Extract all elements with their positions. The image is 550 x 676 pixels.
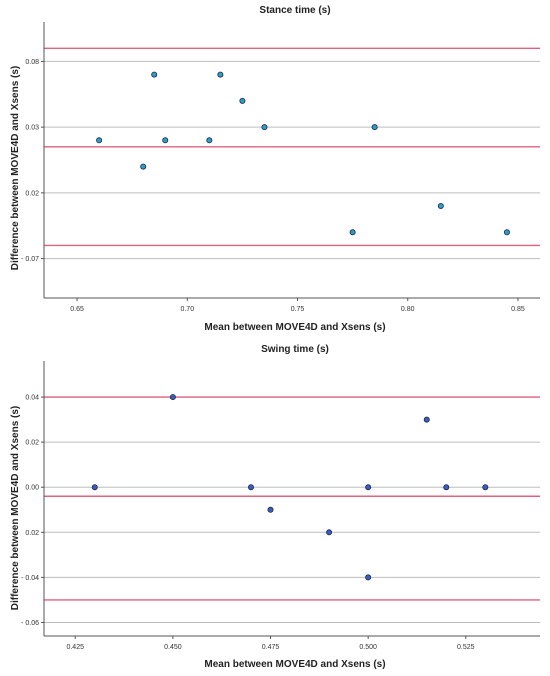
- plot-area: - 0.06 - 0.04 0.02 0.00 0.02 0.04 0.425 0.450 0.…: [21, 361, 540, 651]
- y-tick-label: 0.02: [25, 440, 39, 447]
- data-point: [96, 137, 103, 144]
- data-point: [91, 484, 98, 491]
- x-axis-label: Mean between MOVE4D and Xsens (s): [204, 322, 385, 333]
- y-tick-label: 0.02: [25, 530, 39, 537]
- x-tick-label: 0.65: [70, 306, 84, 313]
- stance-time-chart: Stance time (s) Difference between MOVE4…: [10, 5, 540, 333]
- data-point: [443, 484, 450, 491]
- x-tick-label: 0.80: [401, 306, 415, 313]
- x-tick-label: 0.450: [164, 644, 182, 651]
- data-point: [365, 574, 372, 581]
- data-point: [503, 229, 510, 236]
- data-point: [437, 202, 444, 209]
- data-point: [326, 529, 333, 536]
- y-tick-label: 0.03: [25, 125, 39, 132]
- data-point: [371, 124, 378, 131]
- swing-time-chart: Swing time (s) Difference between MOVE4D…: [10, 344, 540, 670]
- data-point: [482, 484, 489, 491]
- chart-title: Stance time (s): [259, 5, 330, 16]
- x-tick-label: 0.70: [180, 306, 194, 313]
- data-point: [349, 229, 356, 236]
- x-tick-label: 0.525: [457, 644, 475, 651]
- chart-title: Swing time (s): [261, 344, 329, 355]
- y-axis-label: Difference between MOVE4D and Xsens (s): [10, 66, 21, 271]
- x-axis-label: Mean between MOVE4D and Xsens (s): [204, 659, 385, 670]
- plot-background: [44, 361, 540, 636]
- x-tick-label: 0.500: [359, 644, 377, 651]
- x-tick-label: 0.85: [511, 306, 525, 313]
- data-point: [217, 71, 224, 78]
- data-point: [151, 71, 158, 78]
- data-point: [140, 163, 147, 170]
- data-point: [247, 484, 254, 491]
- data-point: [169, 394, 176, 401]
- data-point: [365, 484, 372, 491]
- plot-area: - 0.07 0.02 0.03 0.08 0.65 0.70 0.75 0.80 0.85: [21, 22, 540, 313]
- data-point: [423, 416, 430, 423]
- x-tick-label: 0.425: [66, 644, 84, 651]
- data-point: [206, 137, 213, 144]
- y-tick-label: 0.04: [25, 395, 39, 402]
- x-tick-label: 0.75: [291, 306, 305, 313]
- y-tick-label: 0.02: [25, 190, 39, 197]
- data-point: [267, 506, 274, 513]
- data-point: [239, 97, 246, 104]
- data-point: [261, 124, 268, 131]
- y-tick-label: - 0.06: [21, 620, 39, 627]
- y-tick-label: - 0.07: [21, 256, 39, 263]
- y-tick-label: 0.08: [25, 59, 39, 66]
- plot-background: [44, 22, 540, 298]
- y-axis-label: Difference between MOVE4D and Xsens (s): [10, 406, 21, 611]
- x-tick-label: 0.475: [262, 644, 280, 651]
- y-tick-label: - 0.04: [21, 575, 39, 582]
- data-point: [162, 137, 169, 144]
- y-tick-label: 0.00: [25, 485, 39, 492]
